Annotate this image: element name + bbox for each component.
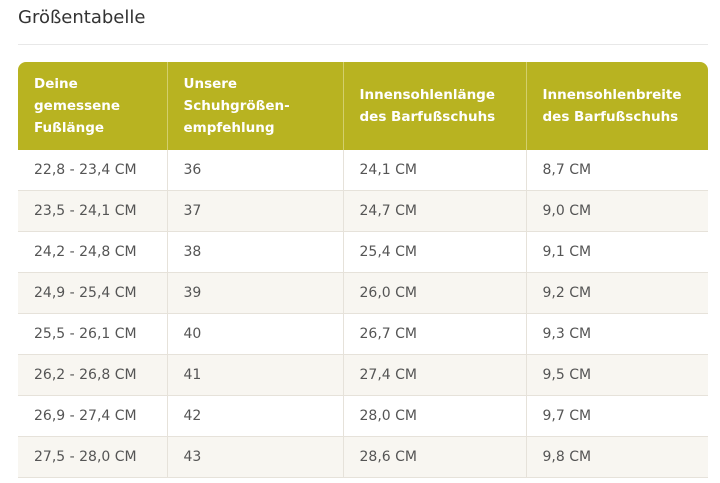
table-row: 26,2 - 26,8 CM 41 27,4 CM 9,5 CM (18, 354, 708, 396)
header-text: gemessene (34, 98, 121, 114)
table-cell: 24,2 - 24,8 CM (18, 231, 168, 273)
size-table-container: Deine gemessene Fußlänge Unsere Schuhgrößen-… (18, 62, 708, 478)
table-row: 26,9 - 27,4 CM 42 28,0 CM 9,7 CM (18, 395, 708, 437)
header-cell: Unsere Schuhgrößen-empfehlung (167, 62, 344, 150)
header-cell: Innensohlenlänge des Barfußschuhs (343, 62, 527, 150)
header-text: des Barfußschuhs (359, 109, 496, 125)
table-cell: 43 (167, 436, 344, 478)
header-cell: Innensohlenbreite des Barfußschuhs (526, 62, 708, 150)
header-text: Unsere (183, 76, 238, 92)
table-cell: 25,5 - 26,1 CM (18, 313, 168, 355)
table-row: 23,5 - 24,1 CM 37 24,7 CM 9,0 CM (18, 190, 708, 232)
table-cell: 9,0 CM (526, 190, 708, 232)
table-cell: 40 (167, 313, 344, 355)
table-body: 22,8 - 23,4 CM 36 24,1 CM 8,7 CM 23,5 - 24,1… (18, 150, 708, 478)
table-cell: 41 (167, 354, 344, 396)
table-cell: 26,9 - 27,4 CM (18, 395, 168, 437)
table-cell: 9,3 CM (526, 313, 708, 355)
table-cell: 9,8 CM (526, 436, 708, 478)
table-cell: 9,1 CM (526, 231, 708, 273)
table-row: 24,2 - 24,8 CM 38 25,4 CM 9,1 CM (18, 231, 708, 273)
size-table: Deine gemessene Fußlänge Unsere Schuhgrößen-… (18, 62, 708, 478)
header-row: Deine gemessene Fußlänge Unsere Schuhgrößen-… (18, 62, 708, 150)
table-row: 27,5 - 28,0 CM 43 28,6 CM 9,8 CM (18, 436, 708, 478)
table-cell: 27,5 - 28,0 CM (18, 436, 168, 478)
header-text: Deine (34, 76, 78, 92)
table-cell: 36 (167, 150, 344, 191)
table-row: 25,5 - 26,1 CM 40 26,7 CM 9,3 CM (18, 313, 708, 355)
table-cell: 9,7 CM (526, 395, 708, 437)
table-cell: 26,0 CM (343, 272, 527, 314)
table-cell: 28,0 CM (343, 395, 527, 437)
table-cell: 23,5 - 24,1 CM (18, 190, 168, 232)
header-cell: Deine gemessene Fußlänge (18, 62, 168, 150)
table-row: 22,8 - 23,4 CM 36 24,1 CM 8,7 CM (18, 150, 708, 191)
table-cell: 27,4 CM (343, 354, 527, 396)
header-text: Innensohlenlänge (359, 87, 496, 103)
header-text: Schuhgrößen- (183, 98, 290, 114)
table-cell: 24,7 CM (343, 190, 527, 232)
table-cell: 26,7 CM (343, 313, 527, 355)
table-cell: 42 (167, 395, 344, 437)
table-cell: 24,9 - 25,4 CM (18, 272, 168, 314)
table-cell: 25,4 CM (343, 231, 527, 273)
table-cell: 22,8 - 23,4 CM (18, 150, 168, 191)
header-text: des Barfußschuhs (542, 109, 679, 125)
table-cell: 38 (167, 231, 344, 273)
header-text: Innensohlenbreite (542, 87, 682, 103)
table-cell: 39 (167, 272, 344, 314)
table-cell: 24,1 CM (343, 150, 527, 191)
table-row: 24,9 - 25,4 CM 39 26,0 CM 9,2 CM (18, 272, 708, 314)
table-cell: 37 (167, 190, 344, 232)
table-cell: 9,2 CM (526, 272, 708, 314)
header-text: Fußlänge (34, 120, 105, 136)
table-cell: 28,6 CM (343, 436, 527, 478)
table-cell: 26,2 - 26,8 CM (18, 354, 168, 396)
table-cell: 9,5 CM (526, 354, 708, 396)
table-cell: 8,7 CM (526, 150, 708, 191)
header-text: empfehlung (183, 120, 275, 136)
page-title: Größentabelle (18, 7, 146, 28)
divider (18, 44, 708, 45)
